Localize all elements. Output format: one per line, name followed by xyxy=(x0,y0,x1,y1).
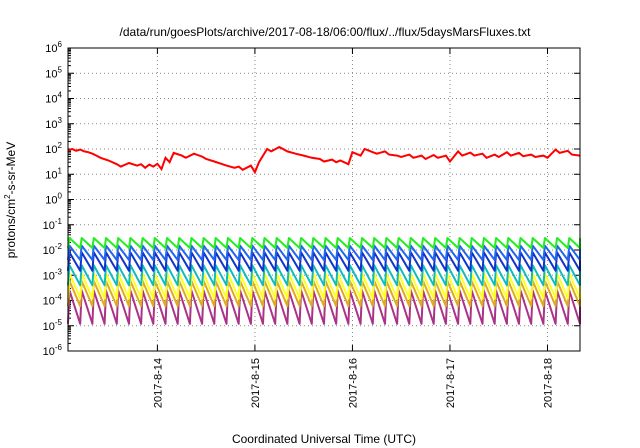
y-tick-label: 105 xyxy=(45,65,62,80)
series-line xyxy=(67,145,581,175)
y-tick-label: 100 xyxy=(45,192,62,207)
x-tick-label: 2017-8-15 xyxy=(250,358,262,408)
x-tick-label: 2017-8-16 xyxy=(347,358,359,408)
y-tick-label: 10-4 xyxy=(43,293,63,308)
y-ticks: 10-6 10-5 10-4 10-3 10-2 10-1 100 101 102 103 104 1… xyxy=(43,40,580,358)
y-tick-label: 10-3 xyxy=(43,267,63,282)
y-axis-label-prefix: protons/cm xyxy=(4,199,18,258)
y-axis-label-suffix: -s-sr-MeV xyxy=(4,142,18,195)
x-tick-label: 2017-8-14 xyxy=(152,358,164,408)
series-line xyxy=(67,237,581,249)
x-axis-label: Coordinated Universal Time (UTC) xyxy=(232,432,416,446)
chart-title: /data/run/goesPlots/archive/2017-08-18/0… xyxy=(120,25,532,39)
x-tick-label: 2017-8-17 xyxy=(445,358,457,408)
y-tick-label: 101 xyxy=(45,166,62,181)
y-tick-label: 10-1 xyxy=(43,217,63,232)
plot-frame xyxy=(67,47,581,352)
y-tick-label: 10-5 xyxy=(43,318,63,333)
y-tick-label: 104 xyxy=(45,91,62,106)
y-axis-label-sup: 2 xyxy=(3,194,12,199)
y-tick-label: 102 xyxy=(45,141,62,156)
x-ticks: 2017-8-14 2017-8-15 2017-8-16 2017-8-17 2017… xyxy=(152,48,554,408)
plot-series xyxy=(67,145,581,325)
x-tick-label: 2017-8-18 xyxy=(542,358,554,408)
series-line xyxy=(67,244,581,261)
y-axis-label: protons/cm2-s-sr-MeV xyxy=(3,142,18,258)
y-tick-label: 10-6 xyxy=(43,343,63,358)
y-tick-label: 10-2 xyxy=(43,242,63,257)
y-tick-label: 106 xyxy=(45,40,62,55)
y-tick-label: 103 xyxy=(45,116,62,131)
